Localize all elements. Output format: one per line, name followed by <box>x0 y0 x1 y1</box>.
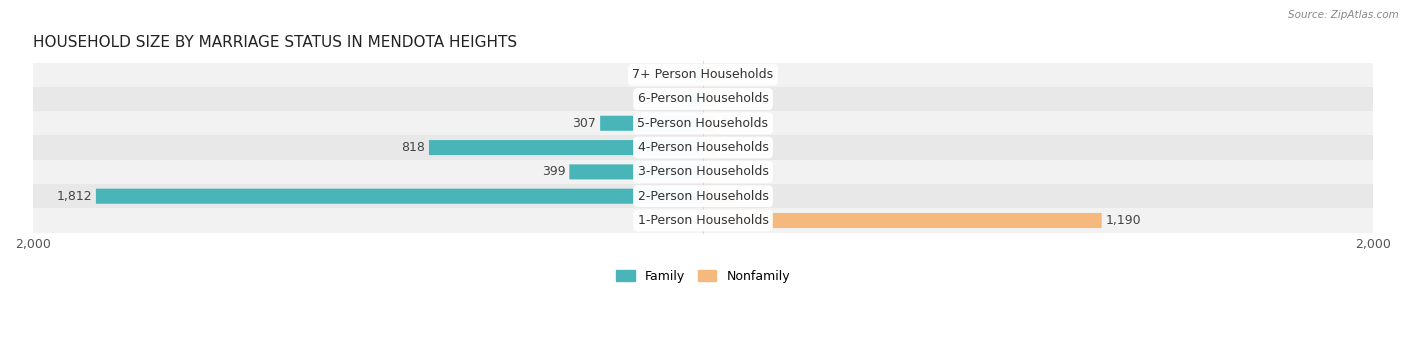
Text: 1-Person Households: 1-Person Households <box>637 214 769 227</box>
Bar <box>32 87 1374 111</box>
Bar <box>32 160 1374 184</box>
Text: 5-Person Households: 5-Person Households <box>637 117 769 130</box>
Text: 27: 27 <box>716 165 733 179</box>
Bar <box>703 189 735 204</box>
Bar <box>600 116 703 131</box>
Bar <box>703 140 717 155</box>
Legend: Family, Nonfamily: Family, Nonfamily <box>616 270 790 283</box>
Bar <box>32 135 1374 160</box>
Text: 22: 22 <box>676 68 692 81</box>
Text: 0: 0 <box>720 141 728 154</box>
Text: 96: 96 <box>740 190 755 203</box>
Text: 1,812: 1,812 <box>56 190 91 203</box>
Bar <box>32 184 1374 208</box>
Text: 7+ Person Households: 7+ Person Households <box>633 68 773 81</box>
Text: 307: 307 <box>572 117 596 130</box>
Text: Source: ZipAtlas.com: Source: ZipAtlas.com <box>1288 10 1399 20</box>
Bar <box>569 164 703 180</box>
Text: 818: 818 <box>401 141 425 154</box>
Bar <box>703 91 717 106</box>
Bar <box>32 111 1374 135</box>
Text: 2-Person Households: 2-Person Households <box>637 190 769 203</box>
Text: 4-Person Households: 4-Person Households <box>637 141 769 154</box>
Text: 0: 0 <box>720 117 728 130</box>
Text: 64: 64 <box>662 92 678 105</box>
Text: 399: 399 <box>541 165 565 179</box>
Bar <box>32 208 1374 233</box>
Bar <box>696 67 703 82</box>
Text: 0: 0 <box>720 68 728 81</box>
Bar <box>429 140 703 155</box>
Bar <box>682 91 703 106</box>
Text: 0: 0 <box>720 92 728 105</box>
Bar <box>32 63 1374 87</box>
Bar <box>703 67 717 82</box>
Text: 6-Person Households: 6-Person Households <box>637 92 769 105</box>
Bar <box>703 213 1102 228</box>
Bar <box>96 189 703 204</box>
Text: 1,190: 1,190 <box>1105 214 1142 227</box>
Bar <box>703 116 717 131</box>
Text: HOUSEHOLD SIZE BY MARRIAGE STATUS IN MENDOTA HEIGHTS: HOUSEHOLD SIZE BY MARRIAGE STATUS IN MEN… <box>32 35 517 50</box>
Bar <box>703 164 711 180</box>
Text: 3-Person Households: 3-Person Households <box>637 165 769 179</box>
